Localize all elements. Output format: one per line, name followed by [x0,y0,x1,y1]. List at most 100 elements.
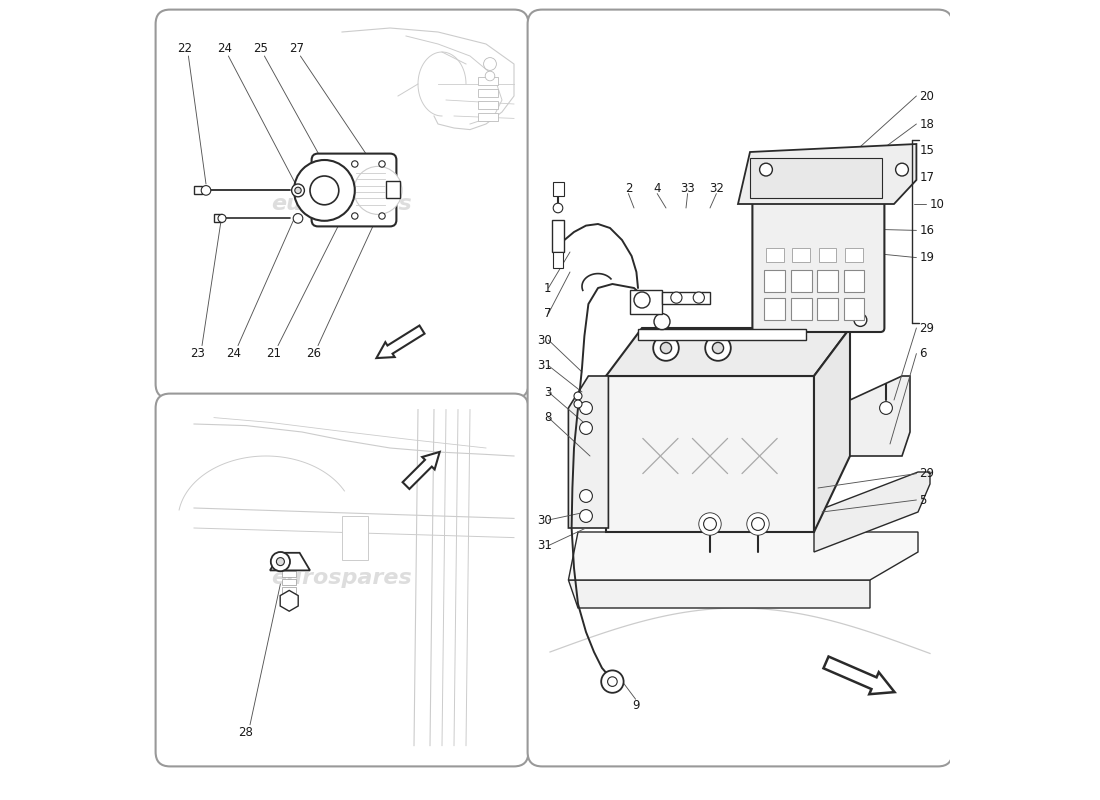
Bar [844,298,865,320]
Circle shape [653,335,679,361]
Bar [662,292,710,304]
Bar [844,270,865,292]
Bar [342,516,367,560]
Text: 16: 16 [920,224,935,237]
Text: eurospares: eurospares [272,568,412,589]
Text: 15: 15 [920,144,935,157]
Circle shape [354,166,402,214]
Bar [638,329,806,340]
Circle shape [760,163,772,176]
Text: 17: 17 [920,171,935,184]
Text: 24: 24 [227,347,242,360]
Polygon shape [270,553,310,570]
Circle shape [693,292,704,303]
Bar [764,298,785,320]
Bar [478,77,498,85]
Text: 18: 18 [920,118,935,130]
Circle shape [880,402,892,414]
Circle shape [854,314,867,326]
Text: 2: 2 [625,182,632,194]
Circle shape [378,213,385,219]
Text: 31: 31 [537,359,551,372]
Text: 8: 8 [544,411,551,424]
Circle shape [295,187,301,194]
Text: 5: 5 [920,494,927,506]
Polygon shape [569,532,918,580]
Text: 29: 29 [920,467,935,480]
Text: 4: 4 [653,182,661,194]
Circle shape [704,518,716,530]
Polygon shape [814,328,850,532]
Text: 30: 30 [537,334,551,346]
Bar [750,158,882,198]
Text: 3: 3 [544,386,551,398]
Circle shape [378,161,385,167]
Text: 31: 31 [537,539,551,552]
Circle shape [352,161,358,167]
Circle shape [310,176,339,205]
Circle shape [485,71,495,81]
FancyArrow shape [376,326,425,358]
Polygon shape [738,144,916,204]
Circle shape [580,510,593,522]
Bar [551,220,564,252]
Bar [282,587,296,593]
Bar [214,214,222,222]
FancyBboxPatch shape [311,154,396,226]
Polygon shape [850,376,910,456]
FancyBboxPatch shape [752,200,884,332]
Circle shape [654,314,670,330]
Circle shape [671,292,682,303]
Polygon shape [569,580,870,608]
Circle shape [580,422,593,434]
Bar [792,248,810,262]
Bar [282,571,296,577]
Polygon shape [569,376,608,528]
Circle shape [294,160,355,221]
Circle shape [574,392,582,400]
Polygon shape [814,472,930,552]
Circle shape [352,213,358,219]
FancyBboxPatch shape [155,394,528,766]
Bar [478,89,498,97]
Bar [845,248,862,262]
Bar [282,579,296,585]
Circle shape [747,513,769,535]
Circle shape [276,558,285,566]
Bar [764,270,785,292]
Text: 23: 23 [190,347,206,360]
Bar [478,113,498,121]
Bar [194,186,202,194]
Circle shape [602,670,624,693]
Circle shape [580,490,593,502]
Text: eurospares: eurospares [272,194,412,214]
Circle shape [218,214,226,222]
Bar [791,270,812,292]
FancyBboxPatch shape [155,10,528,398]
Circle shape [574,400,582,408]
Bar [630,290,662,314]
Circle shape [895,163,909,176]
Bar [386,181,400,198]
Text: 1: 1 [544,282,551,294]
FancyArrow shape [824,657,894,694]
Text: 19: 19 [920,251,935,264]
Text: 22: 22 [177,42,191,54]
Circle shape [271,552,290,571]
Circle shape [713,342,724,354]
Circle shape [705,335,730,361]
Polygon shape [606,376,814,532]
Bar [478,101,498,109]
Text: 32: 32 [710,182,724,194]
Circle shape [201,186,211,195]
Text: 30: 30 [537,514,551,526]
Text: 26: 26 [307,347,321,360]
Circle shape [553,203,563,213]
Bar [553,252,563,268]
Text: 7: 7 [544,307,551,320]
Circle shape [580,402,593,414]
Circle shape [484,58,496,70]
Text: 33: 33 [680,182,695,194]
Bar [818,248,836,262]
Text: 25: 25 [253,42,267,54]
